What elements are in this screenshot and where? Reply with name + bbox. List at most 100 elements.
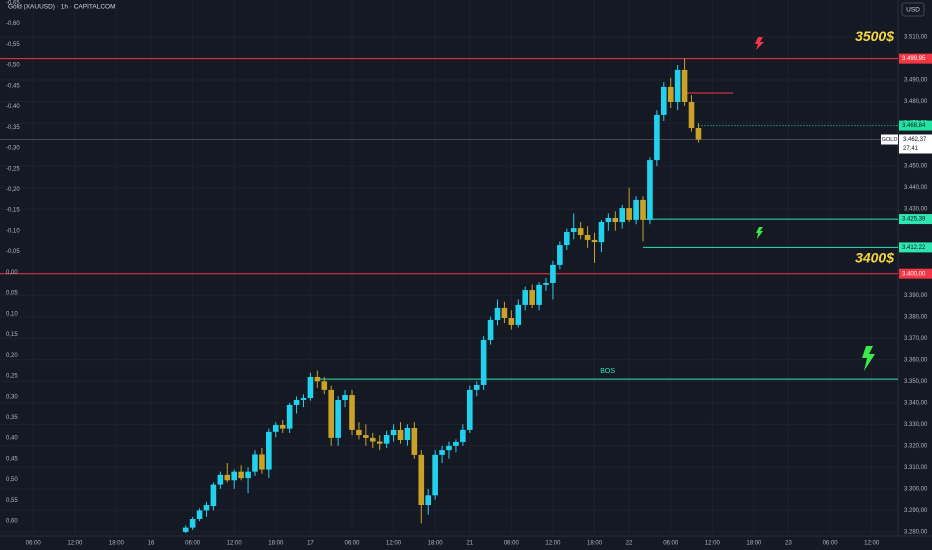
candle-body (543, 282, 549, 285)
price-label: 3.499,95 (902, 56, 926, 62)
axes: 06:00 12:00 18:00 16 06:00 12:00 18:00 17 06:00 1… (6, 0, 932, 547)
candle-body (660, 86, 667, 115)
candle-body (619, 208, 626, 223)
y-tick-label: 3.360,00 (904, 357, 928, 363)
candle-body (390, 429, 397, 436)
y-tick-label: 3.300,00 (904, 486, 928, 492)
y-tick-label: 3.510,00 (904, 35, 928, 41)
y-tick-label: 3.440,00 (904, 185, 928, 191)
x-tick-label: 18:00 (109, 541, 125, 547)
candle-body (446, 445, 452, 451)
candle-body (418, 454, 425, 506)
x-tick-label: 06:00 (663, 541, 679, 547)
candle-body (300, 398, 307, 401)
price-label: 3.425,39 (902, 217, 926, 223)
candle-body (369, 437, 376, 442)
candle-body (570, 228, 577, 232)
candle-body (238, 471, 244, 479)
candles (182, 58, 702, 533)
y2-tick-label: -0,55 (6, 42, 20, 48)
chart-title: Gold (XAUUSD) · 1h · CAPITALCOM (8, 4, 116, 11)
y2-tick-label: -0,40 (6, 104, 20, 110)
y2-tick-label: -0,65 (6, 0, 20, 6)
level-text: BOS (600, 368, 615, 375)
x-tick-label: 18:00 (268, 541, 284, 547)
x-tick-label: 12:00 (386, 541, 402, 547)
candle-body (667, 86, 674, 102)
candle-body (536, 284, 542, 305)
grid (0, 0, 898, 536)
currency-box[interactable] (901, 2, 925, 17)
y-tick-label: 3.430,00 (904, 207, 928, 213)
candle-body (688, 101, 695, 129)
y-tick-label: 3.370,00 (904, 336, 928, 342)
y-tick-label: 3.450,00 (904, 164, 928, 170)
candle-body (654, 114, 660, 161)
x-tick-label: 18:00 (746, 541, 762, 547)
price-label: 3.412,22 (902, 245, 926, 251)
x-tick-label: 16 (148, 541, 155, 547)
y-tick-label: 3.380,00 (904, 314, 928, 320)
lightning-icon (862, 346, 875, 371)
x-tick-label: 12:00 (227, 541, 243, 547)
lightning-icon (756, 227, 763, 239)
candle-body (612, 217, 619, 223)
lightning-icon (755, 37, 764, 50)
annotation: 3400$ (855, 250, 894, 266)
candle-body (487, 319, 494, 340)
candle-body (529, 290, 535, 305)
candle-body (307, 376, 314, 399)
y2-tick-label: 0,50 (6, 477, 18, 483)
candle-body (681, 69, 688, 102)
candle-body (411, 427, 418, 455)
y-tick-label: 3.480,00 (904, 99, 928, 105)
candle-body (432, 454, 438, 496)
candle-body (695, 128, 702, 140)
y2-tick-label: -0,10 (6, 228, 20, 234)
candle-body (383, 435, 390, 444)
candle-body (453, 441, 459, 446)
candle-body (266, 431, 272, 470)
x-tick-label: 06:00 (26, 541, 42, 547)
candle-body (626, 208, 632, 220)
x-tick-label: 12:00 (705, 541, 721, 547)
y2-tick-label: 0,35 (6, 415, 18, 421)
candle-body (335, 400, 341, 438)
candle-body (640, 199, 646, 220)
y2-tick-label: 0,55 (6, 498, 18, 504)
price-label-box (899, 120, 932, 131)
candle-body (231, 471, 238, 481)
y2-tick-label: 0,15 (6, 332, 18, 338)
candle-body (349, 395, 355, 430)
candle-body (314, 376, 321, 382)
candle-body (494, 307, 501, 320)
candle-body (252, 454, 258, 472)
y2-tick-label: 0,05 (6, 291, 18, 297)
last-price: 3.462,37 (903, 137, 927, 143)
x-tick-label: 12:00 (545, 541, 561, 547)
candle-body (633, 199, 639, 220)
price-label-box (899, 268, 932, 279)
candle-body (550, 264, 556, 283)
x-tick-label: 06:00 (504, 541, 520, 547)
candle-body (466, 389, 473, 430)
y-tick-label: 3.340,00 (904, 400, 928, 406)
candle-body (577, 228, 584, 235)
y2-tick-label: 0,45 (6, 456, 18, 462)
x-tick-label: 06:00 (344, 541, 360, 547)
candle-body (557, 245, 563, 265)
y2-tick-label: -0,20 (6, 187, 20, 193)
x-tick-label: 21 (466, 541, 473, 547)
candle-body (501, 307, 508, 319)
candle-body (473, 384, 480, 390)
y2-tick-label: -0,45 (6, 83, 20, 89)
currency: USD (906, 7, 920, 14)
y2-tick-label: -0,60 (6, 21, 20, 27)
x-tick-label: 17 (307, 541, 314, 547)
candle-body (674, 69, 681, 102)
annotation: 3500$ (855, 28, 894, 44)
y-tick-label: 3.280,00 (904, 529, 928, 535)
y2-tick-label: 0,20 (6, 353, 18, 359)
